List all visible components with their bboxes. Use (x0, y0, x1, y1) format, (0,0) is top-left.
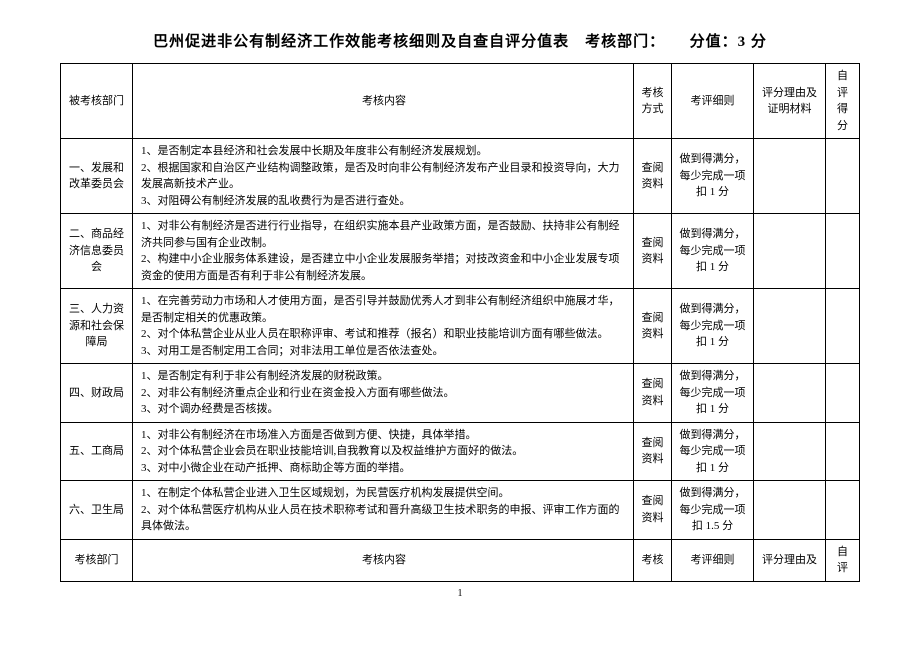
cell-content: 1、对非公有制经济在市场准入方面是否做到方便、快捷，具体举措。2、对个体私营企业… (133, 422, 634, 481)
table-header-row: 被考核部门 考核内容 考核方式 考评细则 评分理由及证明材料 自评得分 (61, 64, 860, 139)
cell-dept: 二、商品经济信息委员会 (61, 214, 133, 289)
footer-content: 考核内容 (133, 539, 634, 581)
header-content: 考核内容 (133, 64, 634, 139)
cell-reason (754, 214, 826, 289)
cell-criteria: 做到得满分，每少完成一项扣 1 分 (672, 422, 754, 481)
table-row: 四、财政局 1、是否制定有利于非公有制经济发展的财税政策。2、对非公有制经济重点… (61, 364, 860, 423)
cell-content: 1、在制定个体私营企业进入卫生区域规划，为民营医疗机构发展提供空间。2、对个体私… (133, 481, 634, 540)
cell-dept: 四、财政局 (61, 364, 133, 423)
footer-score: 自评 (826, 539, 860, 581)
cell-content: 1、在完善劳动力市场和人才使用方面，是否引导并鼓励优秀人才到非公有制经济组织中施… (133, 289, 634, 364)
cell-dept: 六、卫生局 (61, 481, 133, 540)
cell-method: 查阅资料 (634, 139, 672, 214)
cell-method: 查阅资料 (634, 214, 672, 289)
cell-content: 1、是否制定本县经济和社会发展中长期及年度非公有制经济发展规划。2、根据国家和自… (133, 139, 634, 214)
cell-content: 1、对非公有制经济是否进行行业指导，在组织实施本县产业政策方面，是否鼓励、扶持非… (133, 214, 634, 289)
table-footer-row: 考核部门 考核内容 考核 考评细则 评分理由及 自评 (61, 539, 860, 581)
table-row: 一、发展和改革委员会 1、是否制定本县经济和社会发展中长期及年度非公有制经济发展… (61, 139, 860, 214)
cell-reason (754, 364, 826, 423)
header-method: 考核方式 (634, 64, 672, 139)
cell-method: 查阅资料 (634, 481, 672, 540)
table-row: 六、卫生局 1、在制定个体私营企业进入卫生区域规划，为民营医疗机构发展提供空间。… (61, 481, 860, 540)
header-reason: 评分理由及证明材料 (754, 64, 826, 139)
cell-score (826, 481, 860, 540)
cell-score (826, 139, 860, 214)
assessment-table: 被考核部门 考核内容 考核方式 考评细则 评分理由及证明材料 自评得分 一、发展… (60, 63, 860, 582)
cell-score (826, 214, 860, 289)
page-number: 1 (60, 588, 860, 599)
cell-reason (754, 139, 826, 214)
cell-reason (754, 481, 826, 540)
table-row: 五、工商局 1、对非公有制经济在市场准入方面是否做到方便、快捷，具体举措。2、对… (61, 422, 860, 481)
footer-criteria: 考评细则 (672, 539, 754, 581)
cell-content: 1、是否制定有利于非公有制经济发展的财税政策。2、对非公有制经济重点企业和行业在… (133, 364, 634, 423)
cell-criteria: 做到得满分，每少完成一项扣 1 分 (672, 214, 754, 289)
footer-method: 考核 (634, 539, 672, 581)
page-title: 巴州促进非公有制经济工作效能考核细则及自查自评分值表 考核部门： 分值：3 分 (60, 30, 860, 51)
cell-score (826, 422, 860, 481)
table-row: 二、商品经济信息委员会 1、对非公有制经济是否进行行业指导，在组织实施本县产业政… (61, 214, 860, 289)
header-criteria: 考评细则 (672, 64, 754, 139)
cell-reason (754, 422, 826, 481)
cell-score (826, 289, 860, 364)
footer-reason: 评分理由及 (754, 539, 826, 581)
cell-dept: 五、工商局 (61, 422, 133, 481)
header-score: 自评得分 (826, 64, 860, 139)
cell-criteria: 做到得满分，每少完成一项扣 1.5 分 (672, 481, 754, 540)
cell-criteria: 做到得满分，每少完成一项扣 1 分 (672, 289, 754, 364)
cell-score (826, 364, 860, 423)
cell-dept: 三、人力资源和社会保障局 (61, 289, 133, 364)
cell-method: 查阅资料 (634, 364, 672, 423)
cell-criteria: 做到得满分，每少完成一项扣 1 分 (672, 364, 754, 423)
cell-reason (754, 289, 826, 364)
cell-method: 查阅资料 (634, 289, 672, 364)
footer-dept: 考核部门 (61, 539, 133, 581)
cell-method: 查阅资料 (634, 422, 672, 481)
table-row: 三、人力资源和社会保障局 1、在完善劳动力市场和人才使用方面，是否引导并鼓励优秀… (61, 289, 860, 364)
header-dept: 被考核部门 (61, 64, 133, 139)
cell-criteria: 做到得满分，每少完成一项扣 1 分 (672, 139, 754, 214)
cell-dept: 一、发展和改革委员会 (61, 139, 133, 214)
